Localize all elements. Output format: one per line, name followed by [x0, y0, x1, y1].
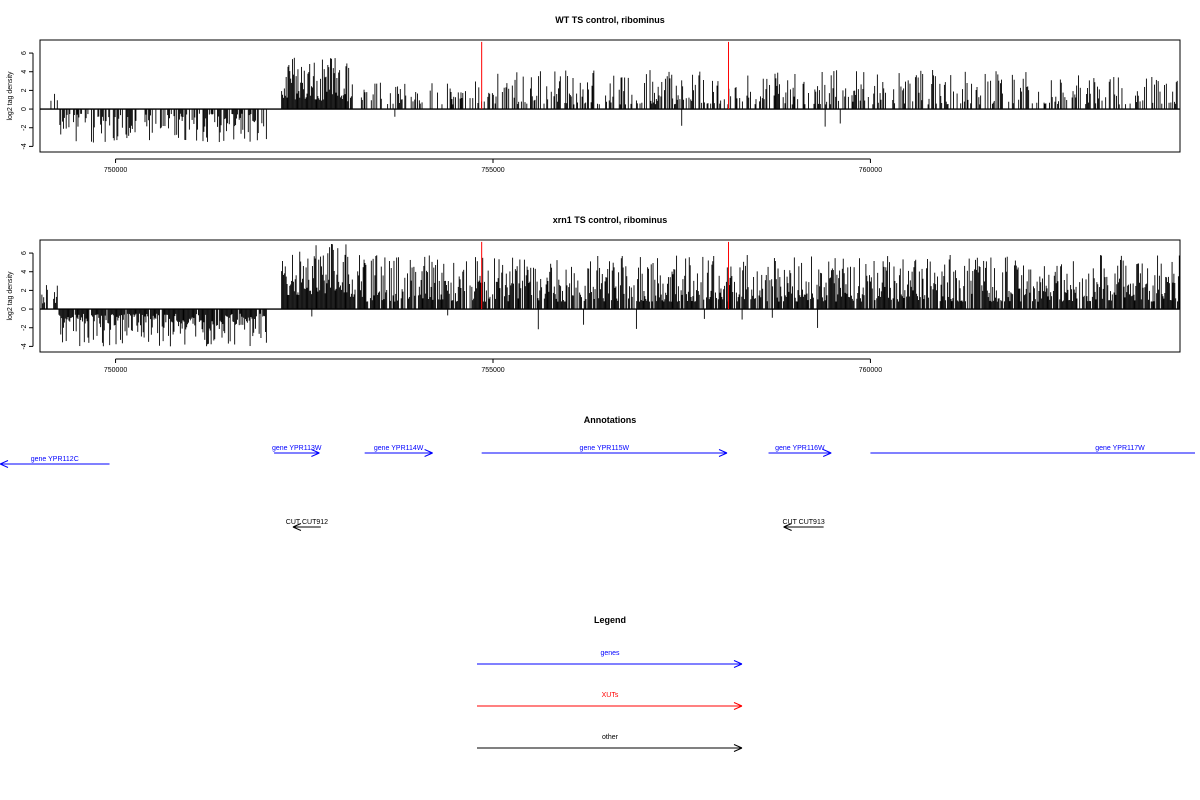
legend-item: XUTs: [477, 692, 743, 710]
coverage-bars: [40, 57, 1180, 143]
gene-arrow-head: [0, 463, 9, 468]
y-tick-label: 4: [21, 70, 28, 74]
legend-item: genes: [477, 650, 743, 668]
legend-label: other: [602, 734, 619, 741]
plot-frame: [39, 39, 1181, 153]
gene-label: gene YPR112C: [31, 456, 79, 463]
legend-arrow-head: [733, 744, 743, 749]
y-tick-label: 4: [21, 270, 28, 274]
coverage-bars: [39, 243, 1180, 347]
legend-label: genes: [600, 650, 620, 657]
y-tick-label: 2: [21, 288, 28, 292]
highlight-lines: [481, 241, 730, 310]
gene-label: gene YPR117W: [1095, 445, 1145, 452]
cut-arrow-head: [292, 523, 302, 528]
y-tick-label: 6: [21, 251, 28, 255]
gene-annotation: gene YPR116W: [768, 445, 832, 457]
highlight-lines: [481, 41, 730, 110]
legend-label: XUTs: [602, 692, 619, 699]
panel-title: xrn1 TS control, ribominus: [553, 215, 668, 225]
legend-arrow-head: [733, 747, 743, 752]
gene-arrow-head: [822, 449, 832, 454]
cut-label: CUT CUT913: [782, 519, 824, 526]
gene-label: gene YPR116W: [775, 445, 825, 452]
y-tick-label: 0: [21, 307, 28, 311]
x-axis: 750000 755000 760000: [104, 358, 882, 374]
gene-arrow-head: [718, 449, 728, 454]
x-tick-label: 750000: [104, 367, 127, 374]
cut-arrow-head: [783, 526, 792, 531]
gene-annotation: gene YPR114W: [364, 445, 433, 457]
gene-arrow-head: [424, 449, 433, 454]
gene-label: gene YPR115W: [580, 445, 630, 452]
y-tick-label: -2: [21, 325, 28, 331]
gene-annotation: gene YPR112C: [0, 456, 110, 468]
x-tick-label: 755000: [481, 367, 504, 374]
legend-item: other: [477, 734, 743, 752]
xrn1-coverage-panel: xrn1 TS control, ribominus log2 tag dens…: [7, 215, 1181, 374]
y-axis-label: log2 tag density: [7, 271, 14, 321]
gene-arrow-head: [311, 449, 320, 454]
x-axis: 750000 755000 760000: [104, 158, 882, 174]
y-tick-label: -2: [21, 125, 28, 131]
x-tick-label: 760000: [859, 367, 882, 374]
x-tick-label: 755000: [481, 167, 504, 174]
legend-arrow-head: [733, 705, 743, 710]
legend: Legend genes XUTs other: [477, 615, 743, 752]
y-axis-label: log2 tag density: [7, 71, 14, 121]
gene-arrow-head: [718, 452, 728, 457]
gene-arrow-head: [424, 452, 433, 457]
wt-coverage-panel: WT TS control, ribominus log2 tag densit…: [7, 15, 1181, 174]
y-tick-label: -4: [21, 143, 28, 149]
gene-arrows: gene YPR112C gene YPR113W gene YPR114W gene…: [0, 445, 1195, 468]
legend-arrow-head: [733, 702, 743, 707]
x-tick-label: 750000: [104, 167, 127, 174]
gene-arrow-head: [311, 452, 320, 457]
gene-arrow-head: [0, 460, 9, 465]
legend-items: genes XUTs other: [477, 650, 743, 752]
legend-arrow-head: [733, 663, 743, 668]
x-tick-label: 760000: [859, 167, 882, 174]
y-tick-label: -4: [21, 343, 28, 349]
cut-label: CUT CUT912: [286, 519, 328, 526]
gene-annotation: gene YPR117W: [870, 445, 1195, 454]
legend-title: Legend: [594, 615, 626, 625]
y-tick-label: 6: [21, 51, 28, 55]
gene-label: gene YPR114W: [374, 445, 424, 452]
gene-annotation: gene YPR113W: [272, 445, 322, 457]
y-axis: -4 -2 0 2 4 6: [21, 251, 34, 350]
cut-arrows: CUT CUT912 CUT CUT913: [286, 519, 825, 531]
y-axis: -4 -2 0 2 4 6: [21, 51, 34, 150]
gene-arrow-head: [822, 452, 832, 457]
gene-label: gene YPR113W: [272, 445, 322, 452]
cut-annotation: CUT CUT912: [286, 519, 328, 531]
gene-annotation: gene YPR115W: [481, 445, 728, 457]
cut-arrow-head: [783, 523, 792, 528]
legend-arrow-head: [733, 660, 743, 665]
cut-annotation: CUT CUT913: [782, 519, 825, 531]
panel-title: WT TS control, ribominus: [555, 15, 665, 25]
y-tick-label: 0: [21, 107, 28, 111]
y-tick-label: 2: [21, 88, 28, 92]
annotations-title: Annotations: [584, 415, 637, 425]
cut-arrow-head: [292, 526, 302, 531]
